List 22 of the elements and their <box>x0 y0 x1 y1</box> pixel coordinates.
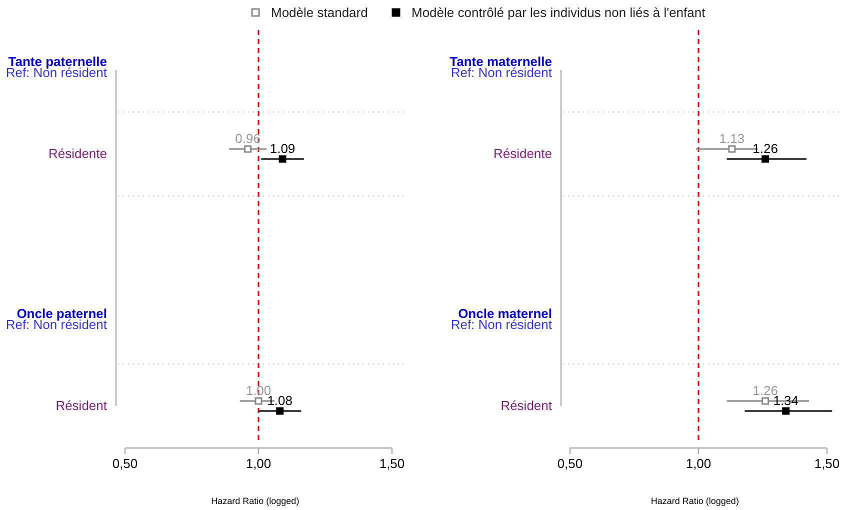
x-tick-label: 1,50 <box>379 456 405 471</box>
data-label: 1.13 <box>719 131 745 146</box>
x-tick-label: 0,50 <box>557 456 583 471</box>
y-tick-label: Tante maternelle Ref: Non résident <box>450 54 552 80</box>
data-label: 1.26 <box>752 141 778 156</box>
legend-label: Modèle standard <box>271 5 368 20</box>
y-tick-label: Oncle maternel Ref: Non résident <box>450 306 552 332</box>
y-tick-label: Oncle paternel Ref: Non résident <box>6 306 108 332</box>
x-tick-label: 1,00 <box>686 456 712 471</box>
x-tick-label: 1,00 <box>246 456 272 471</box>
y-tick-label: Résidente <box>48 146 107 161</box>
y-tick-label: Tante paternelle Ref: Non résident <box>6 54 108 80</box>
x-tick-label: 1,50 <box>814 456 840 471</box>
y-tick-label: Résidente <box>493 146 552 161</box>
x-tick-label: 0,50 <box>112 456 138 471</box>
y-tick-label: Résident <box>500 398 552 413</box>
data-label: 0.96 <box>235 131 260 146</box>
x-axis-title: Hazard Ratio (logged) <box>650 496 739 506</box>
x-axis-title: Hazard Ratio (logged) <box>211 496 300 506</box>
legend-label: Modèle contrôlé par les individus non liés à l'enfant <box>412 5 706 20</box>
data-label: 1.09 <box>270 141 296 156</box>
y-tick-label: Résident <box>56 398 108 413</box>
